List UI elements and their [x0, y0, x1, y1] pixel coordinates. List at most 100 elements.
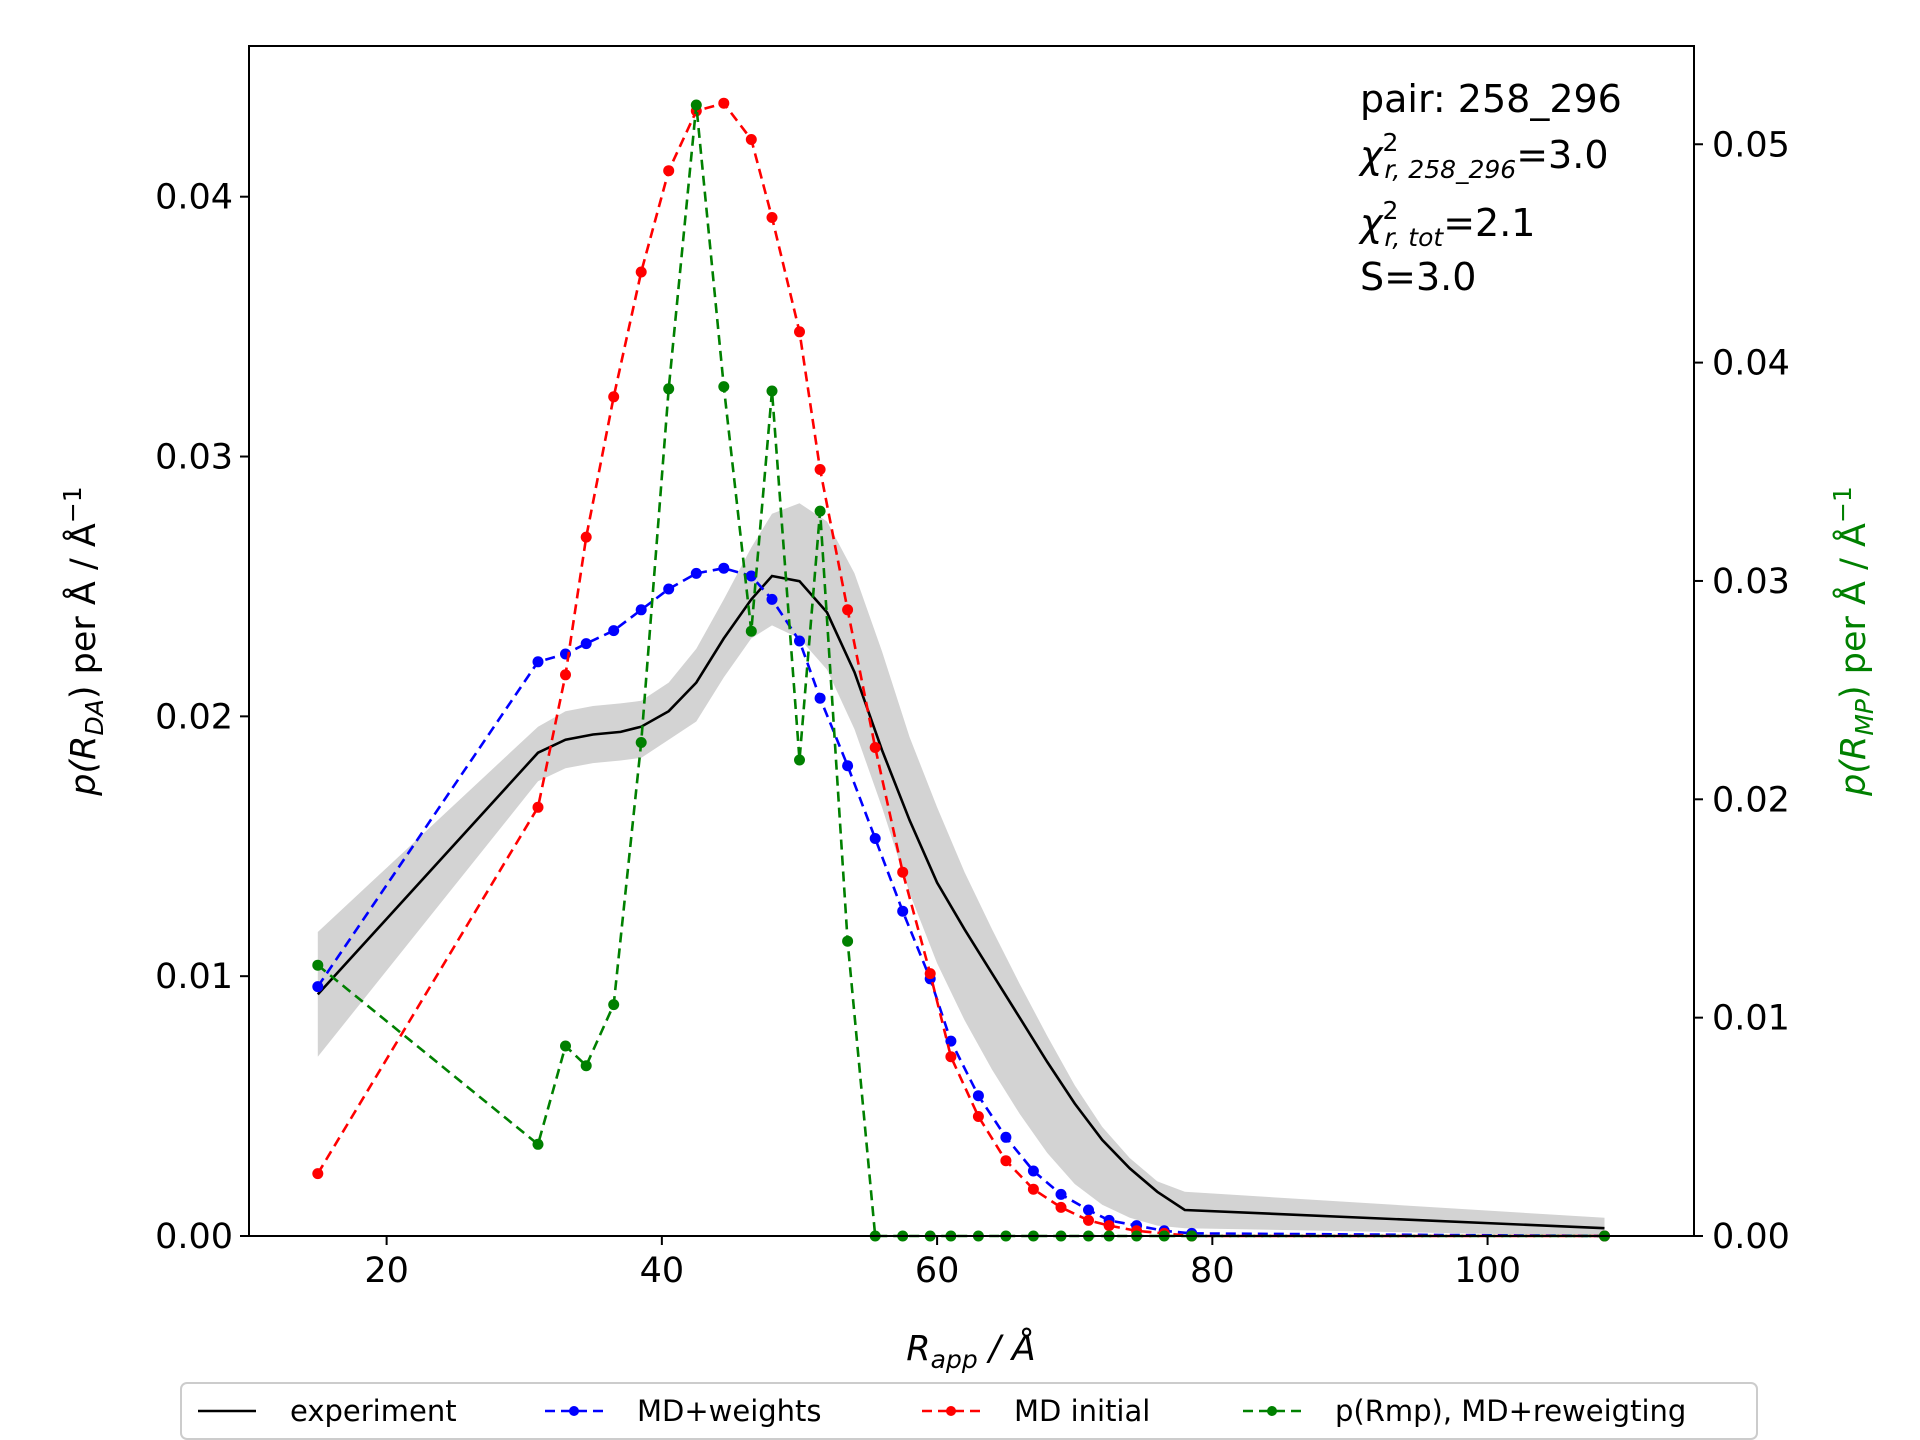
legend-item-experiment: experiment — [198, 1394, 457, 1428]
data-point-md-initial — [897, 866, 909, 878]
annotation-s: S=3.0 — [1360, 255, 1476, 299]
annotation-box: pair: 258_296 χ2 r, 258_296=3.0 χ2 r, tot=… — [1358, 77, 1622, 299]
data-point-p-rmp-md-reweigting — [580, 1060, 592, 1072]
y-left-tick-label: 0.00 — [155, 1217, 233, 1257]
y-left-label-pre: p(R — [64, 736, 104, 797]
y-left-tick-label: 0.02 — [155, 697, 233, 737]
data-point-md-initial — [924, 968, 936, 980]
y-left-label-post: ) per Å / Å — [61, 523, 104, 699]
x-axis-label-symbol: R — [906, 1329, 930, 1369]
series-experiment — [316, 574, 1605, 1230]
y-left-tick-label: 0.04 — [155, 178, 233, 218]
data-point-md-weights — [690, 567, 702, 579]
series-line-md-weights — [316, 566, 1605, 1238]
data-point-p-rmp-md-reweigting — [532, 1138, 544, 1150]
data-point-md-initial — [663, 165, 675, 177]
data-point-md-weights — [745, 570, 757, 582]
data-point-md-initial — [1000, 1155, 1012, 1167]
data-point-md-weights — [1055, 1188, 1067, 1200]
x-axis-label-unit: / Å — [978, 1326, 1036, 1369]
data-point-md-initial — [794, 326, 805, 338]
data-point-p-rmp-md-reweigting — [560, 1040, 571, 1052]
x-axis-label: Rapp / Å — [906, 1326, 1035, 1374]
data-point-md-weights — [766, 593, 778, 605]
legend-item-md-initial: MD initial — [922, 1394, 1150, 1428]
data-point-md-initial — [1103, 1220, 1115, 1232]
y-right-tick-label: 0.00 — [1712, 1217, 1790, 1257]
data-point-p-rmp-md-reweigting — [794, 754, 805, 766]
data-point-md-initial — [1083, 1214, 1094, 1226]
y-left-tick-label: 0.01 — [155, 957, 233, 997]
data-point-md-weights — [580, 638, 592, 650]
legend-item-p-rmp-md-reweigting: p(Rmp), MD+reweigting — [1243, 1394, 1686, 1428]
data-point-p-rmp-md-reweigting — [718, 381, 730, 393]
data-point-md-initial — [842, 604, 854, 616]
y-left-label-sup: −1 — [58, 486, 87, 523]
y-axis-label-left: p(RDA) per Å / Å−1 — [58, 486, 109, 796]
x-tick-label: 20 — [364, 1251, 409, 1291]
data-point-p-rmp-md-reweigting — [842, 935, 854, 947]
annotation-chi-pair: χ2 r, 258_296=3.0 — [1358, 128, 1609, 184]
series-line-md-initial — [316, 101, 1605, 1238]
annotation-chi-tot: χ2 r, tot=2.1 — [1358, 196, 1535, 252]
data-point-md-weights — [794, 635, 805, 647]
y-axis-label-right: p(RMP) per Å / Å−1 — [1828, 486, 1879, 797]
data-point-md-initial — [814, 464, 826, 475]
series-line-experiment — [316, 574, 1605, 1230]
y-right-label-sub: MP — [1850, 698, 1879, 736]
plot-frame — [248, 45, 1695, 1237]
legend-item-md-weights: MD+weights — [545, 1394, 822, 1428]
data-point-p-rmp-md-reweigting — [766, 385, 778, 397]
ticks-layer: 20 40 60 80 100 0.00 0.01 0.02 0.03 0.04 0.00 0.01 0… — [155, 125, 1790, 1291]
y-left-tick-label: 0.03 — [155, 438, 233, 478]
data-point-md-initial — [1027, 1183, 1039, 1195]
series-line-p-rmp-md-reweigting — [316, 104, 1605, 1238]
data-point-md-weights — [1000, 1131, 1012, 1143]
data-point-md-initial — [312, 1168, 324, 1180]
data-point-md-weights — [842, 760, 854, 772]
legend-label: MD initial — [1014, 1394, 1150, 1428]
data-point-p-rmp-md-reweigting — [814, 505, 826, 517]
legend-marker — [1267, 1406, 1277, 1416]
data-point-md-weights — [312, 981, 324, 993]
data-point-md-weights — [897, 905, 909, 917]
confidence-band-layer — [317, 503, 1605, 1236]
data-point-p-rmp-md-reweigting — [312, 959, 324, 971]
y-right-tick-label: 0.04 — [1712, 344, 1790, 384]
data-point-md-initial — [945, 1051, 957, 1063]
data-point-md-weights — [635, 604, 647, 616]
experiment-confidence-band — [317, 503, 1605, 1236]
data-point-p-rmp-md-reweigting — [635, 737, 647, 748]
data-point-md-initial — [745, 134, 757, 145]
y-right-tick-label: 0.05 — [1712, 125, 1790, 165]
y-right-label-pre: p(R — [1834, 736, 1874, 797]
data-point-md-weights — [608, 625, 620, 637]
annotation-pair: pair: 258_296 — [1360, 77, 1622, 121]
legend-marker — [569, 1406, 579, 1416]
data-point-md-weights — [1027, 1165, 1039, 1177]
data-point-md-initial — [869, 742, 881, 753]
data-point-md-weights — [869, 833, 881, 844]
legend-label: experiment — [290, 1394, 457, 1428]
data-point-p-rmp-md-reweigting — [745, 625, 757, 637]
data-point-md-initial — [608, 391, 620, 403]
legend-marker — [946, 1406, 956, 1416]
data-point-md-weights — [663, 583, 675, 595]
y-right-tick-label: 0.02 — [1712, 780, 1790, 820]
y-right-tick-label: 0.03 — [1712, 562, 1790, 602]
data-point-p-rmp-md-reweigting — [663, 383, 675, 395]
data-point-md-weights — [1083, 1204, 1094, 1216]
data-point-md-weights — [945, 1035, 957, 1047]
data-point-md-initial — [766, 212, 778, 223]
data-point-md-initial — [1055, 1201, 1067, 1213]
y-right-label-post: ) per Å / Å — [1831, 523, 1874, 699]
data-point-md-weights — [718, 562, 730, 574]
data-point-md-initial — [560, 669, 571, 681]
data-point-p-rmp-md-reweigting — [690, 99, 702, 111]
data-point-md-initial — [532, 801, 544, 813]
y-right-tick-label: 0.01 — [1712, 999, 1790, 1039]
y-left-label-sub: DA — [80, 699, 109, 735]
legend-label: p(Rmp), MD+reweigting — [1335, 1394, 1686, 1428]
data-point-md-initial — [580, 531, 592, 543]
